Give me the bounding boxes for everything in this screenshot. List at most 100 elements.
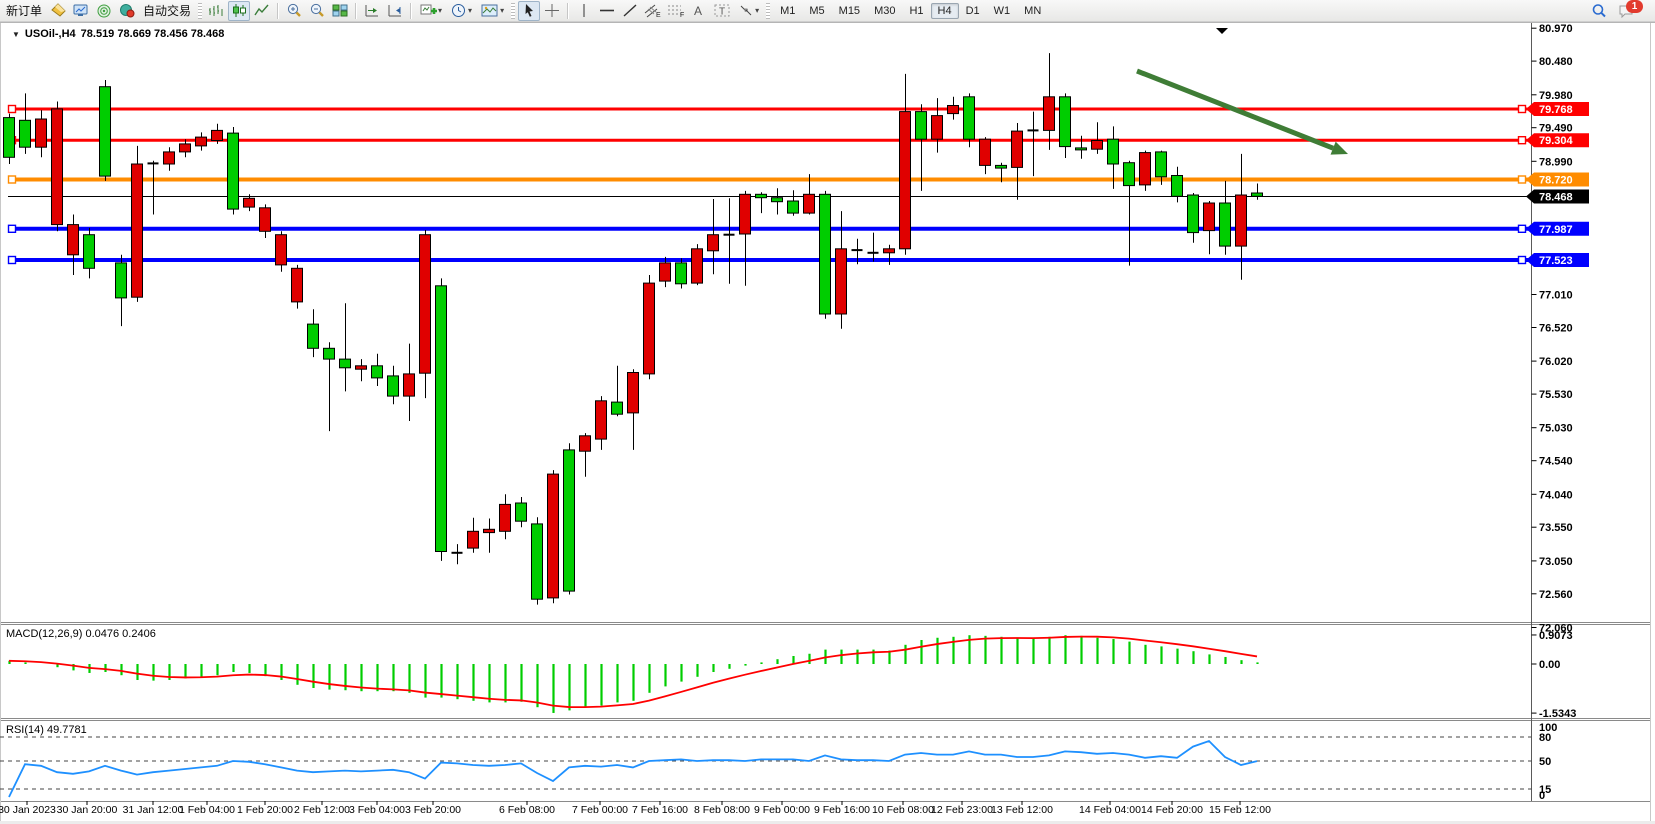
price-tags: 79.768 79.304 78.720 78.468 77.987 77.523: [1526, 102, 1589, 267]
bear-candle: [1043, 96, 1055, 131]
zoom-in-button[interactable]: [283, 1, 305, 21]
svg-text:80.480: 80.480: [1539, 56, 1573, 68]
line-chart-button[interactable]: [251, 1, 273, 21]
tile-windows-button[interactable]: [329, 1, 351, 21]
new-order-button[interactable]: [47, 1, 69, 21]
svg-text:72.060: 72.060: [1539, 623, 1573, 635]
timeframe-M30[interactable]: M30: [874, 4, 896, 17]
auto-scroll-button[interactable]: [384, 1, 406, 21]
bear-candle: [195, 136, 207, 147]
autotrading-button[interactable]: [116, 1, 138, 21]
chart-shift-button[interactable]: [361, 1, 383, 21]
timeframe-H1[interactable]: H1: [909, 4, 924, 17]
bear-candle: [947, 105, 959, 115]
toolbar-separator: [277, 2, 280, 19]
price-tag: [1526, 221, 1589, 236]
zoom-in-icon: [287, 3, 301, 17]
bull-candle: [1187, 194, 1199, 234]
new-chart-button[interactable]: ▾: [416, 1, 446, 21]
notifications-button[interactable]: 1: [1614, 0, 1647, 21]
bull-candle: [611, 401, 623, 415]
date-axis[interactable]: 30 Jan 2023 30 Jan 20:00 31 Jan 12:001 Feb…: [0, 801, 1271, 816]
chart-window[interactable]: 80.970 80.480 79.980 79.490 78.990 77.010 76.5…: [0, 22, 1655, 822]
timeframe-H4[interactable]: H4: [930, 2, 959, 19]
vertical-line-button[interactable]: [573, 1, 595, 21]
bear-candle: [355, 365, 367, 370]
autotrading-icon: [119, 4, 135, 18]
notification-badge: 1: [1626, 0, 1643, 13]
bear-candle: [899, 111, 911, 250]
svg-text:77.523: 77.523: [1539, 255, 1573, 267]
dropdown-arrow-icon: ▾: [500, 6, 505, 15]
trend-arrow[interactable]: [1136, 68, 1348, 155]
bear-candle: [259, 207, 271, 232]
bear-candle: [595, 400, 607, 440]
timeframe-M5[interactable]: M5: [809, 4, 825, 17]
svg-text:13 Feb 12:00: 13 Feb 12:00: [991, 804, 1053, 816]
bull-candle: [995, 164, 1007, 169]
bull-candle: [531, 523, 543, 600]
bear-candle: [163, 151, 175, 165]
timeframe-MN[interactable]: MN: [1024, 4, 1042, 17]
pane-borders: [0, 23, 1651, 822]
crosshair-button[interactable]: [541, 1, 563, 21]
text-label-icon: T: [714, 4, 730, 18]
bear-candle: [1139, 152, 1151, 186]
svg-text:72.560: 72.560: [1539, 589, 1573, 601]
bar-chart-button[interactable]: [205, 1, 227, 21]
dropdown-arrow-icon: ▾: [468, 6, 473, 15]
fibonacci-button[interactable]: F: [665, 1, 687, 21]
price-tag: [1526, 102, 1589, 116]
bull-candle: [371, 365, 383, 379]
signals-button[interactable]: [93, 1, 115, 21]
timeframe-D1[interactable]: D1: [965, 4, 980, 17]
svg-text:2 Feb 12:00: 2 Feb 12:00: [294, 804, 350, 816]
bull-candle: [1123, 162, 1135, 187]
bear-candle: [803, 193, 815, 214]
toolbar-grip: [198, 2, 203, 19]
equidistant-channel-button[interactable]: E: [642, 1, 664, 21]
bull-candle: [963, 96, 975, 140]
text-button[interactable]: A: [688, 1, 710, 21]
horizontal-lines[interactable]: [7, 104, 1532, 265]
price-axis[interactable]: 80.970 80.480 79.980 79.490 78.990 77.010 76.5…: [1531, 23, 1573, 635]
svg-text:8 Feb 08:00: 8 Feb 08:00: [694, 804, 750, 816]
bear-candle: [1011, 130, 1023, 168]
zoom-out-button[interactable]: [306, 1, 328, 21]
bear-candle: [1235, 194, 1247, 247]
horizontal-line-button[interactable]: [596, 1, 618, 21]
bear-candle: [1091, 140, 1103, 150]
svg-text:E: E: [656, 12, 661, 18]
svg-text:30 Jan 2023: 30 Jan 2023: [0, 804, 56, 816]
svg-text:75.530: 75.530: [1539, 389, 1573, 401]
timeframe-M15[interactable]: M15: [838, 4, 861, 17]
macd-signal-line: [8, 635, 1258, 709]
chart-canvas[interactable]: 80.970 80.480 79.980 79.490 78.990 77.010 76.5…: [0, 23, 1655, 822]
arrows-button[interactable]: ▾: [734, 1, 763, 21]
horizontal-line-icon: [600, 9, 615, 12]
timeframe-M1[interactable]: M1: [780, 4, 796, 17]
collapse-triangle-icon[interactable]: ▼: [12, 29, 20, 39]
bull-candle: [1155, 151, 1167, 178]
templates-button[interactable]: ▾: [477, 1, 508, 21]
toolbar-grip: [766, 2, 771, 19]
svg-text:74.540: 74.540: [1539, 456, 1573, 468]
bull-candle: [3, 117, 15, 158]
svg-text:80.970: 80.970: [1539, 23, 1573, 35]
search-button[interactable]: [1588, 1, 1610, 21]
candlestick-chart-button[interactable]: [228, 0, 251, 21]
price-tag: [1526, 172, 1589, 187]
bull-candle: [819, 193, 831, 315]
text-label-button[interactable]: T: [711, 1, 733, 21]
bear-candle: [659, 262, 671, 282]
terminal-button[interactable]: [70, 1, 92, 21]
trendline-button[interactable]: [619, 1, 641, 21]
trendline-icon: [623, 4, 637, 17]
periods-button[interactable]: ▾: [447, 1, 476, 21]
timeframe-W1[interactable]: W1: [993, 4, 1011, 17]
svg-text:100: 100: [1539, 722, 1557, 734]
cursor-button[interactable]: [518, 0, 541, 21]
timeframe-bar: M1 M5 M15 M30 H1 H4 D1 W1 MN: [773, 2, 1048, 19]
shift-marker[interactable]: [1216, 28, 1228, 34]
clock-icon: [452, 4, 466, 17]
